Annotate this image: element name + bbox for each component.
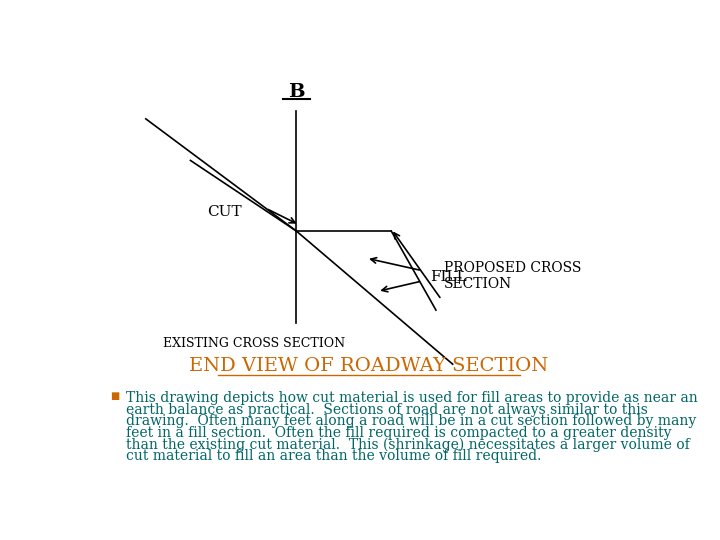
Text: B: B bbox=[288, 83, 305, 101]
Text: PROPOSED CROSS
SECTION: PROPOSED CROSS SECTION bbox=[444, 261, 582, 292]
Text: cut material to fill an area than the volume of fill required.: cut material to fill an area than the vo… bbox=[126, 449, 541, 463]
Text: EXISTING CROSS SECTION: EXISTING CROSS SECTION bbox=[163, 337, 345, 350]
Text: CUT: CUT bbox=[207, 205, 242, 219]
Text: earth balance as practical.  Sections of road are not always similar to this: earth balance as practical. Sections of … bbox=[126, 403, 648, 417]
Text: END VIEW OF ROADWAY SECTION: END VIEW OF ROADWAY SECTION bbox=[189, 357, 549, 375]
Text: feet in a fill section.  Often the fill required is compacted to a greater densi: feet in a fill section. Often the fill r… bbox=[126, 426, 672, 440]
Text: This drawing depicts how cut material is used for fill areas to provide as near : This drawing depicts how cut material is… bbox=[126, 391, 698, 405]
Text: FILL: FILL bbox=[431, 270, 467, 284]
Text: than the existing cut material.  This (shrinkage) necessitates a larger volume o: than the existing cut material. This (sh… bbox=[126, 438, 690, 452]
Text: drawing.  Often many feet along a road will be in a cut section followed by many: drawing. Often many feet along a road wi… bbox=[126, 415, 696, 428]
Text: ■: ■ bbox=[110, 391, 120, 401]
